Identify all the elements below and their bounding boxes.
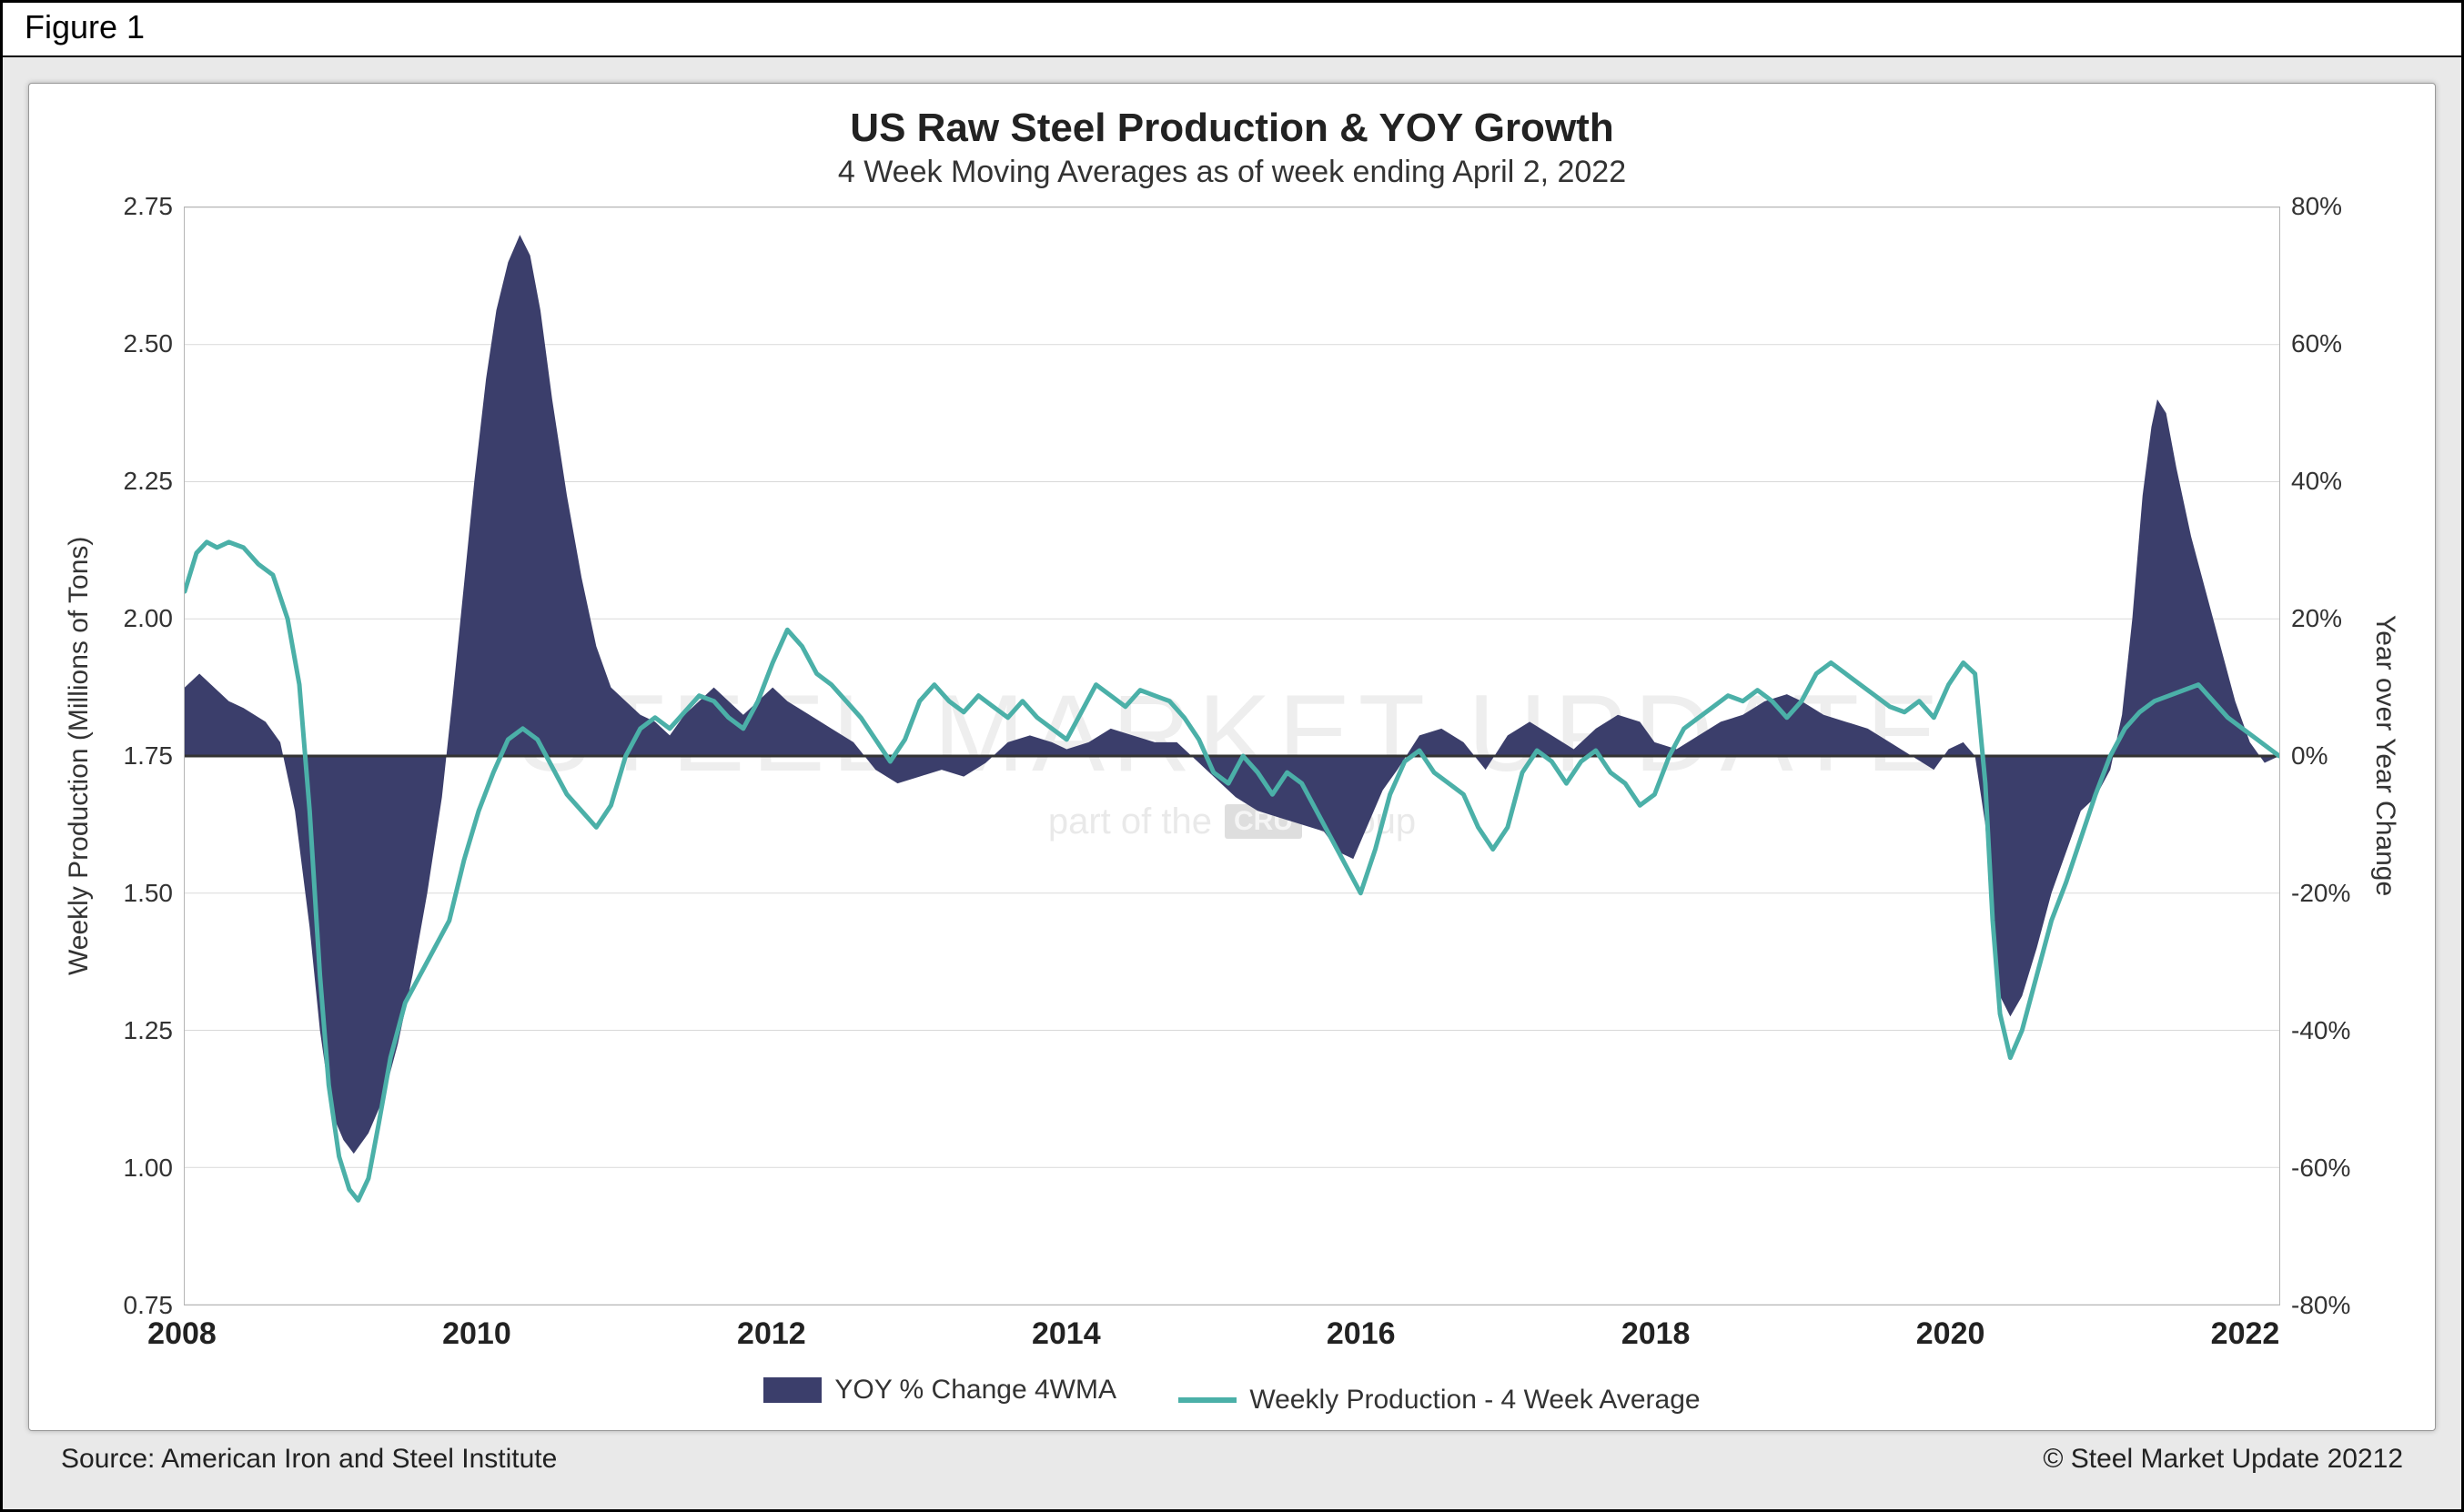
footer-copyright: © Steel Market Update 20212	[2043, 1444, 2403, 1475]
legend-label-line: Weekly Production - 4 Week Average	[1249, 1385, 1700, 1416]
y-left-tick: 1.50	[124, 879, 174, 908]
y-left-ticks: 0.751.001.251.501.752.002.252.502.75	[102, 207, 184, 1305]
chart-subtitle: 4 Week Moving Averages as of week ending…	[56, 155, 2408, 190]
x-tick: 2018	[1621, 1316, 1691, 1352]
y-right-tick: -40%	[2291, 1016, 2350, 1045]
x-tick: 2012	[737, 1316, 806, 1352]
plot-svg	[185, 207, 2279, 1305]
y-left-tick: 1.75	[124, 741, 174, 771]
plot-wrap: Weekly Production (Millions of Tons) 0.7…	[56, 207, 2408, 1305]
y-left-tick: 1.25	[124, 1016, 174, 1045]
x-tick: 2022	[2211, 1316, 2280, 1352]
y-left-tick: 2.50	[124, 329, 174, 358]
y-right-tick: 0%	[2291, 741, 2328, 771]
y-right-title: Year over Year Change	[2362, 207, 2408, 1305]
y-left-tick: 2.00	[124, 604, 174, 633]
footer-source: Source: American Iron and Steel Institut…	[61, 1444, 557, 1475]
x-ticks: 20082010201220142016201820202022	[182, 1305, 2282, 1360]
chart-title: US Raw Steel Production & YOY Growth	[56, 106, 2408, 151]
y-left-tick: 1.00	[124, 1154, 174, 1183]
legend-swatch-area	[763, 1377, 822, 1403]
y-right-tick: 80%	[2291, 192, 2342, 221]
y-right-tick: -80%	[2291, 1291, 2350, 1320]
y-right-tick: 40%	[2291, 467, 2342, 496]
x-tick: 2016	[1327, 1316, 1396, 1352]
legend-item-line: Weekly Production - 4 Week Average	[1178, 1385, 1700, 1416]
y-right-ticks: -80%-60%-40%-20%0%20%40%60%80%	[2280, 207, 2362, 1305]
y-right-tick: 20%	[2291, 604, 2342, 633]
x-tick: 2010	[442, 1316, 511, 1352]
x-tick: 2020	[1916, 1316, 1985, 1352]
figure-label: Figure 1	[3, 3, 2461, 57]
y-left-tick: 2.75	[124, 192, 174, 221]
footer: Source: American Iron and Steel Institut…	[28, 1431, 2436, 1484]
legend-label-area: YOY % Change 4WMA	[834, 1375, 1116, 1406]
chart-card: US Raw Steel Production & YOY Growth 4 W…	[28, 83, 2436, 1431]
plot-region: STEEL MARKET UPDATE part of the CRU Grou…	[184, 207, 2280, 1305]
legend-swatch-line	[1178, 1397, 1237, 1403]
y-right-tick: -20%	[2291, 879, 2350, 908]
y-right-tick: 60%	[2291, 329, 2342, 358]
chart-area: US Raw Steel Production & YOY Growth 4 W…	[3, 57, 2461, 1509]
x-tick: 2014	[1032, 1316, 1101, 1352]
figure-frame: Figure 1 US Raw Steel Production & YOY G…	[0, 0, 2464, 1512]
legend: YOY % Change 4WMA Weekly Production - 4 …	[56, 1360, 2408, 1419]
x-axis: 2008 2010 2012 2014 2016 2018 2020 2022	[56, 1305, 2408, 1360]
y-right-tick: -60%	[2291, 1154, 2350, 1183]
legend-item-area: YOY % Change 4WMA	[763, 1375, 1116, 1406]
x-tick: 2008	[147, 1316, 217, 1352]
y-left-tick: 2.25	[124, 467, 174, 496]
y-left-title: Weekly Production (Millions of Tons)	[56, 207, 102, 1305]
